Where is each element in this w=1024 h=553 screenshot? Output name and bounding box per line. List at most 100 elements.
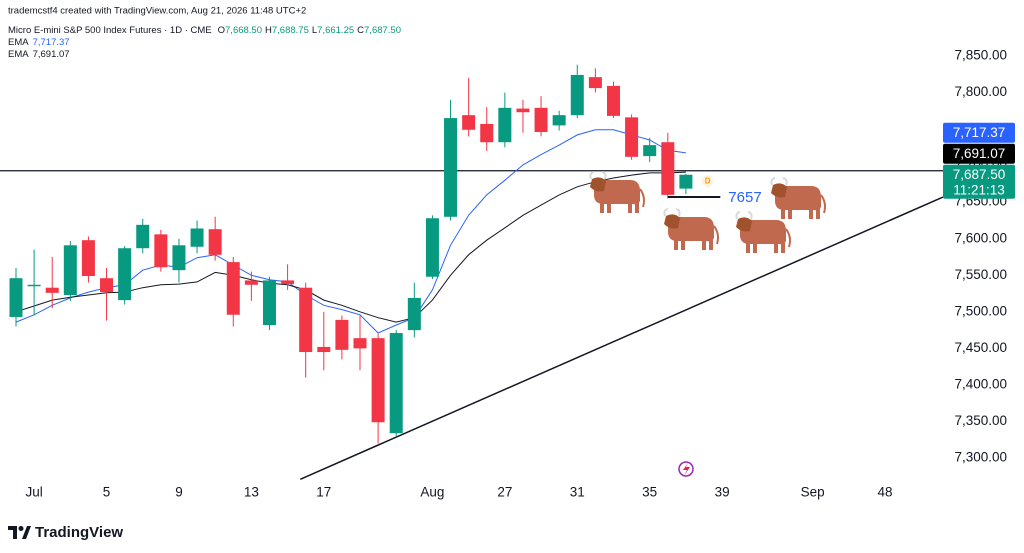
candle-body [462, 115, 476, 130]
candle-body [262, 280, 276, 325]
price-label-box [943, 143, 1015, 164]
candle-body [27, 284, 41, 287]
bull-body [594, 179, 640, 205]
candle-body [570, 74, 584, 116]
y-tick-label: 7,400.00 [954, 377, 1007, 392]
watermark: TradingView [35, 524, 123, 541]
bull-icon [735, 211, 791, 253]
x-tick-label: 5 [103, 485, 111, 500]
x-tick-label: 27 [497, 485, 512, 500]
candle-body [516, 108, 530, 113]
bull-leg [746, 241, 750, 253]
bull-horns [770, 177, 788, 186]
bull-horns [663, 208, 681, 217]
candle-body [172, 245, 186, 271]
candle-body [100, 278, 114, 293]
x-tick-label: Aug [420, 485, 444, 500]
bull-head [590, 177, 606, 192]
x-tick-label: 9 [175, 485, 183, 500]
x-tick-label: 17 [316, 485, 331, 500]
bull-leg [709, 238, 713, 250]
legend-value: 7,717.37 [33, 37, 70, 48]
bull-leg [774, 241, 778, 253]
countdown: 11:21:13 [953, 182, 1005, 197]
ohlc-key: H [265, 25, 272, 36]
candle-body [480, 123, 494, 143]
candle-body [371, 338, 385, 423]
candle-body [244, 280, 258, 285]
candle-body [281, 280, 295, 285]
ohlc-value: 7,661.25 [317, 25, 354, 36]
bull-icon [770, 177, 826, 219]
candle-body [444, 118, 458, 217]
bull-head [736, 217, 752, 232]
trendline [299, 196, 944, 480]
bull-leg [600, 201, 604, 213]
price-label: 7,717.37 [953, 125, 1006, 140]
y-tick-label: 7,600.00 [954, 230, 1007, 245]
candle-body [625, 117, 639, 157]
price-label: 7,691.07 [953, 146, 1006, 161]
candle-body [643, 145, 657, 157]
logo: TradingView [8, 524, 123, 541]
y-tick-label: 7,800.00 [954, 84, 1007, 99]
x-tick-label: 39 [715, 485, 730, 500]
bull-leg [607, 201, 611, 213]
ohlc-key: O [218, 25, 225, 36]
x-tick-label: 31 [570, 485, 585, 500]
candle-body [588, 77, 602, 89]
candle-body [299, 287, 313, 353]
level-label: 7657 [728, 189, 761, 206]
legend-name: EMA [8, 49, 29, 60]
y-tick-label: 7,850.00 [954, 47, 1007, 62]
bull-body [668, 216, 714, 242]
bull-tail [785, 228, 791, 248]
candle-body [606, 85, 620, 116]
candle-body [407, 297, 421, 331]
bull-leg [781, 207, 785, 219]
legend-value: 7,691.07 [33, 49, 70, 60]
candle-body [552, 115, 566, 126]
candle-body [136, 224, 150, 249]
event-marker [701, 174, 714, 187]
symbol-title: Micro E-mini S&P 500 Index Futures · 1D … [8, 25, 212, 36]
candle-body [353, 338, 367, 349]
bull-leg [753, 241, 757, 253]
candle-body [335, 319, 349, 350]
price-label: 7,687.50 [953, 167, 1006, 182]
bull-tail [713, 225, 719, 245]
y-tick-label: 7,550.00 [954, 267, 1007, 282]
legend-entry: EMA 7,717.37 [8, 37, 70, 48]
bull-leg [809, 207, 813, 219]
y-tick-label: 7,500.00 [954, 303, 1007, 318]
legend-name: EMA [8, 37, 29, 48]
candle-body [81, 240, 95, 277]
legend-title: Micro E-mini S&P 500 Index Futures · 1D … [8, 25, 401, 36]
bull-head [771, 183, 787, 198]
candle-body [226, 262, 240, 315]
candle-body [498, 107, 512, 143]
attribution: trademcstf4 created with TradingView.com… [8, 6, 306, 17]
ohlc-value: 7,687.50 [364, 25, 401, 36]
bull-body [740, 219, 786, 245]
y-tick-label: 7,450.00 [954, 340, 1007, 355]
candle-body [389, 333, 403, 434]
candle-body [63, 245, 77, 296]
x-tick-label: 48 [878, 485, 893, 500]
bull-head [664, 214, 680, 229]
candle-body [154, 234, 168, 268]
lightning-icon [678, 461, 694, 477]
candle-body [661, 142, 675, 195]
bull-leg [635, 201, 639, 213]
candle-body [679, 174, 693, 189]
x-tick-label: Sep [801, 485, 825, 500]
ohlc-key: L [312, 25, 317, 36]
bull-leg [781, 241, 785, 253]
candle-body [317, 346, 331, 353]
bull-leg [788, 207, 792, 219]
legend-entry: EMA 7,691.07 [8, 49, 70, 60]
price-label-box [943, 164, 1015, 199]
